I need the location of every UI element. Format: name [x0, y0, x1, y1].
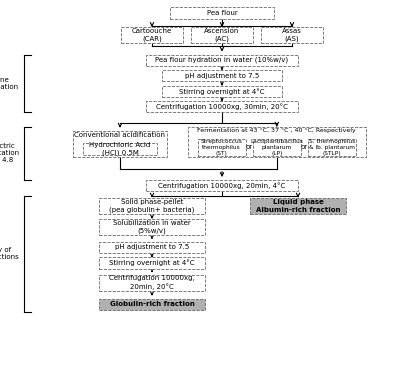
- Text: S. thermophilus
& lb. plantarum
(STLP): S. thermophilus & lb. plantarum (STLP): [309, 139, 355, 155]
- Text: or: or: [301, 144, 308, 150]
- Text: Streptococcus
thermophilus
(ST): Streptococcus thermophilus (ST): [201, 139, 242, 155]
- Text: Recovery of
protein fractions: Recovery of protein fractions: [0, 247, 19, 260]
- FancyBboxPatch shape: [162, 70, 282, 81]
- Text: Alkaline
solubilization: Alkaline solubilization: [0, 77, 19, 90]
- Text: Conventional acidification: Conventional acidification: [74, 132, 166, 138]
- Text: pH adjustment to 7.5: pH adjustment to 7.5: [115, 244, 189, 250]
- FancyBboxPatch shape: [73, 131, 167, 157]
- Text: Pea flour: Pea flour: [207, 10, 237, 16]
- FancyBboxPatch shape: [99, 198, 205, 214]
- FancyBboxPatch shape: [146, 101, 298, 112]
- Text: Solubilization in water
(5%w/v): Solubilization in water (5%w/v): [113, 220, 191, 234]
- FancyBboxPatch shape: [99, 242, 205, 253]
- FancyBboxPatch shape: [250, 198, 346, 214]
- FancyBboxPatch shape: [198, 139, 246, 156]
- FancyBboxPatch shape: [83, 142, 157, 155]
- Text: Liquid phase
Albumin-rich fraction: Liquid phase Albumin-rich fraction: [256, 199, 340, 213]
- FancyBboxPatch shape: [191, 27, 253, 43]
- Text: Pea flour hydration in water (10%w/v): Pea flour hydration in water (10%w/v): [156, 57, 288, 63]
- Text: Ascension
(AC): Ascension (AC): [204, 28, 240, 42]
- FancyBboxPatch shape: [99, 257, 205, 269]
- Text: Stirring overnight at 4°C: Stirring overnight at 4°C: [179, 88, 265, 95]
- Text: Stirring overnight at 4°C: Stirring overnight at 4°C: [109, 260, 195, 266]
- FancyBboxPatch shape: [146, 55, 298, 66]
- FancyBboxPatch shape: [99, 275, 205, 291]
- Text: Centrifugation 10000xg, 20min, 4°C: Centrifugation 10000xg, 20min, 4°C: [158, 182, 286, 189]
- Text: Solid phase-pellet
(pea globulin+ bacteria): Solid phase-pellet (pea globulin+ bacter…: [109, 199, 195, 213]
- Text: Assas
(AS): Assas (AS): [282, 28, 302, 42]
- Text: Isoelectric
precipitation
at pH 4.8: Isoelectric precipitation at pH 4.8: [0, 144, 19, 163]
- Text: Lactiplantibacillus
plantarum
(LP): Lactiplantibacillus plantarum (LP): [250, 139, 303, 155]
- Text: Cartoouche
(CAR): Cartoouche (CAR): [132, 28, 172, 42]
- Text: Hydrochloric Acid
(HCl) 0.5M: Hydrochloric Acid (HCl) 0.5M: [89, 142, 151, 156]
- Text: pH adjustment to 7.5: pH adjustment to 7.5: [185, 73, 259, 79]
- FancyBboxPatch shape: [261, 27, 323, 43]
- FancyBboxPatch shape: [308, 139, 356, 156]
- FancyBboxPatch shape: [162, 86, 282, 97]
- FancyBboxPatch shape: [253, 139, 301, 156]
- FancyBboxPatch shape: [170, 7, 274, 19]
- Text: Centrifugation 10000xg,
20min, 20°C: Centrifugation 10000xg, 20min, 20°C: [109, 276, 195, 290]
- FancyBboxPatch shape: [188, 127, 366, 157]
- Text: Fermentation at 43 °C, 37 °C , 40 °C, Respectively: Fermentation at 43 °C, 37 °C , 40 °C, Re…: [198, 128, 356, 134]
- FancyBboxPatch shape: [99, 299, 205, 310]
- FancyBboxPatch shape: [121, 27, 183, 43]
- Text: Centrifugation 10000xg, 30min, 20°C: Centrifugation 10000xg, 30min, 20°C: [156, 104, 288, 110]
- Text: or: or: [246, 144, 253, 150]
- FancyBboxPatch shape: [99, 219, 205, 235]
- Text: Globulin-rich fraction: Globulin-rich fraction: [110, 301, 194, 307]
- FancyBboxPatch shape: [146, 180, 298, 191]
